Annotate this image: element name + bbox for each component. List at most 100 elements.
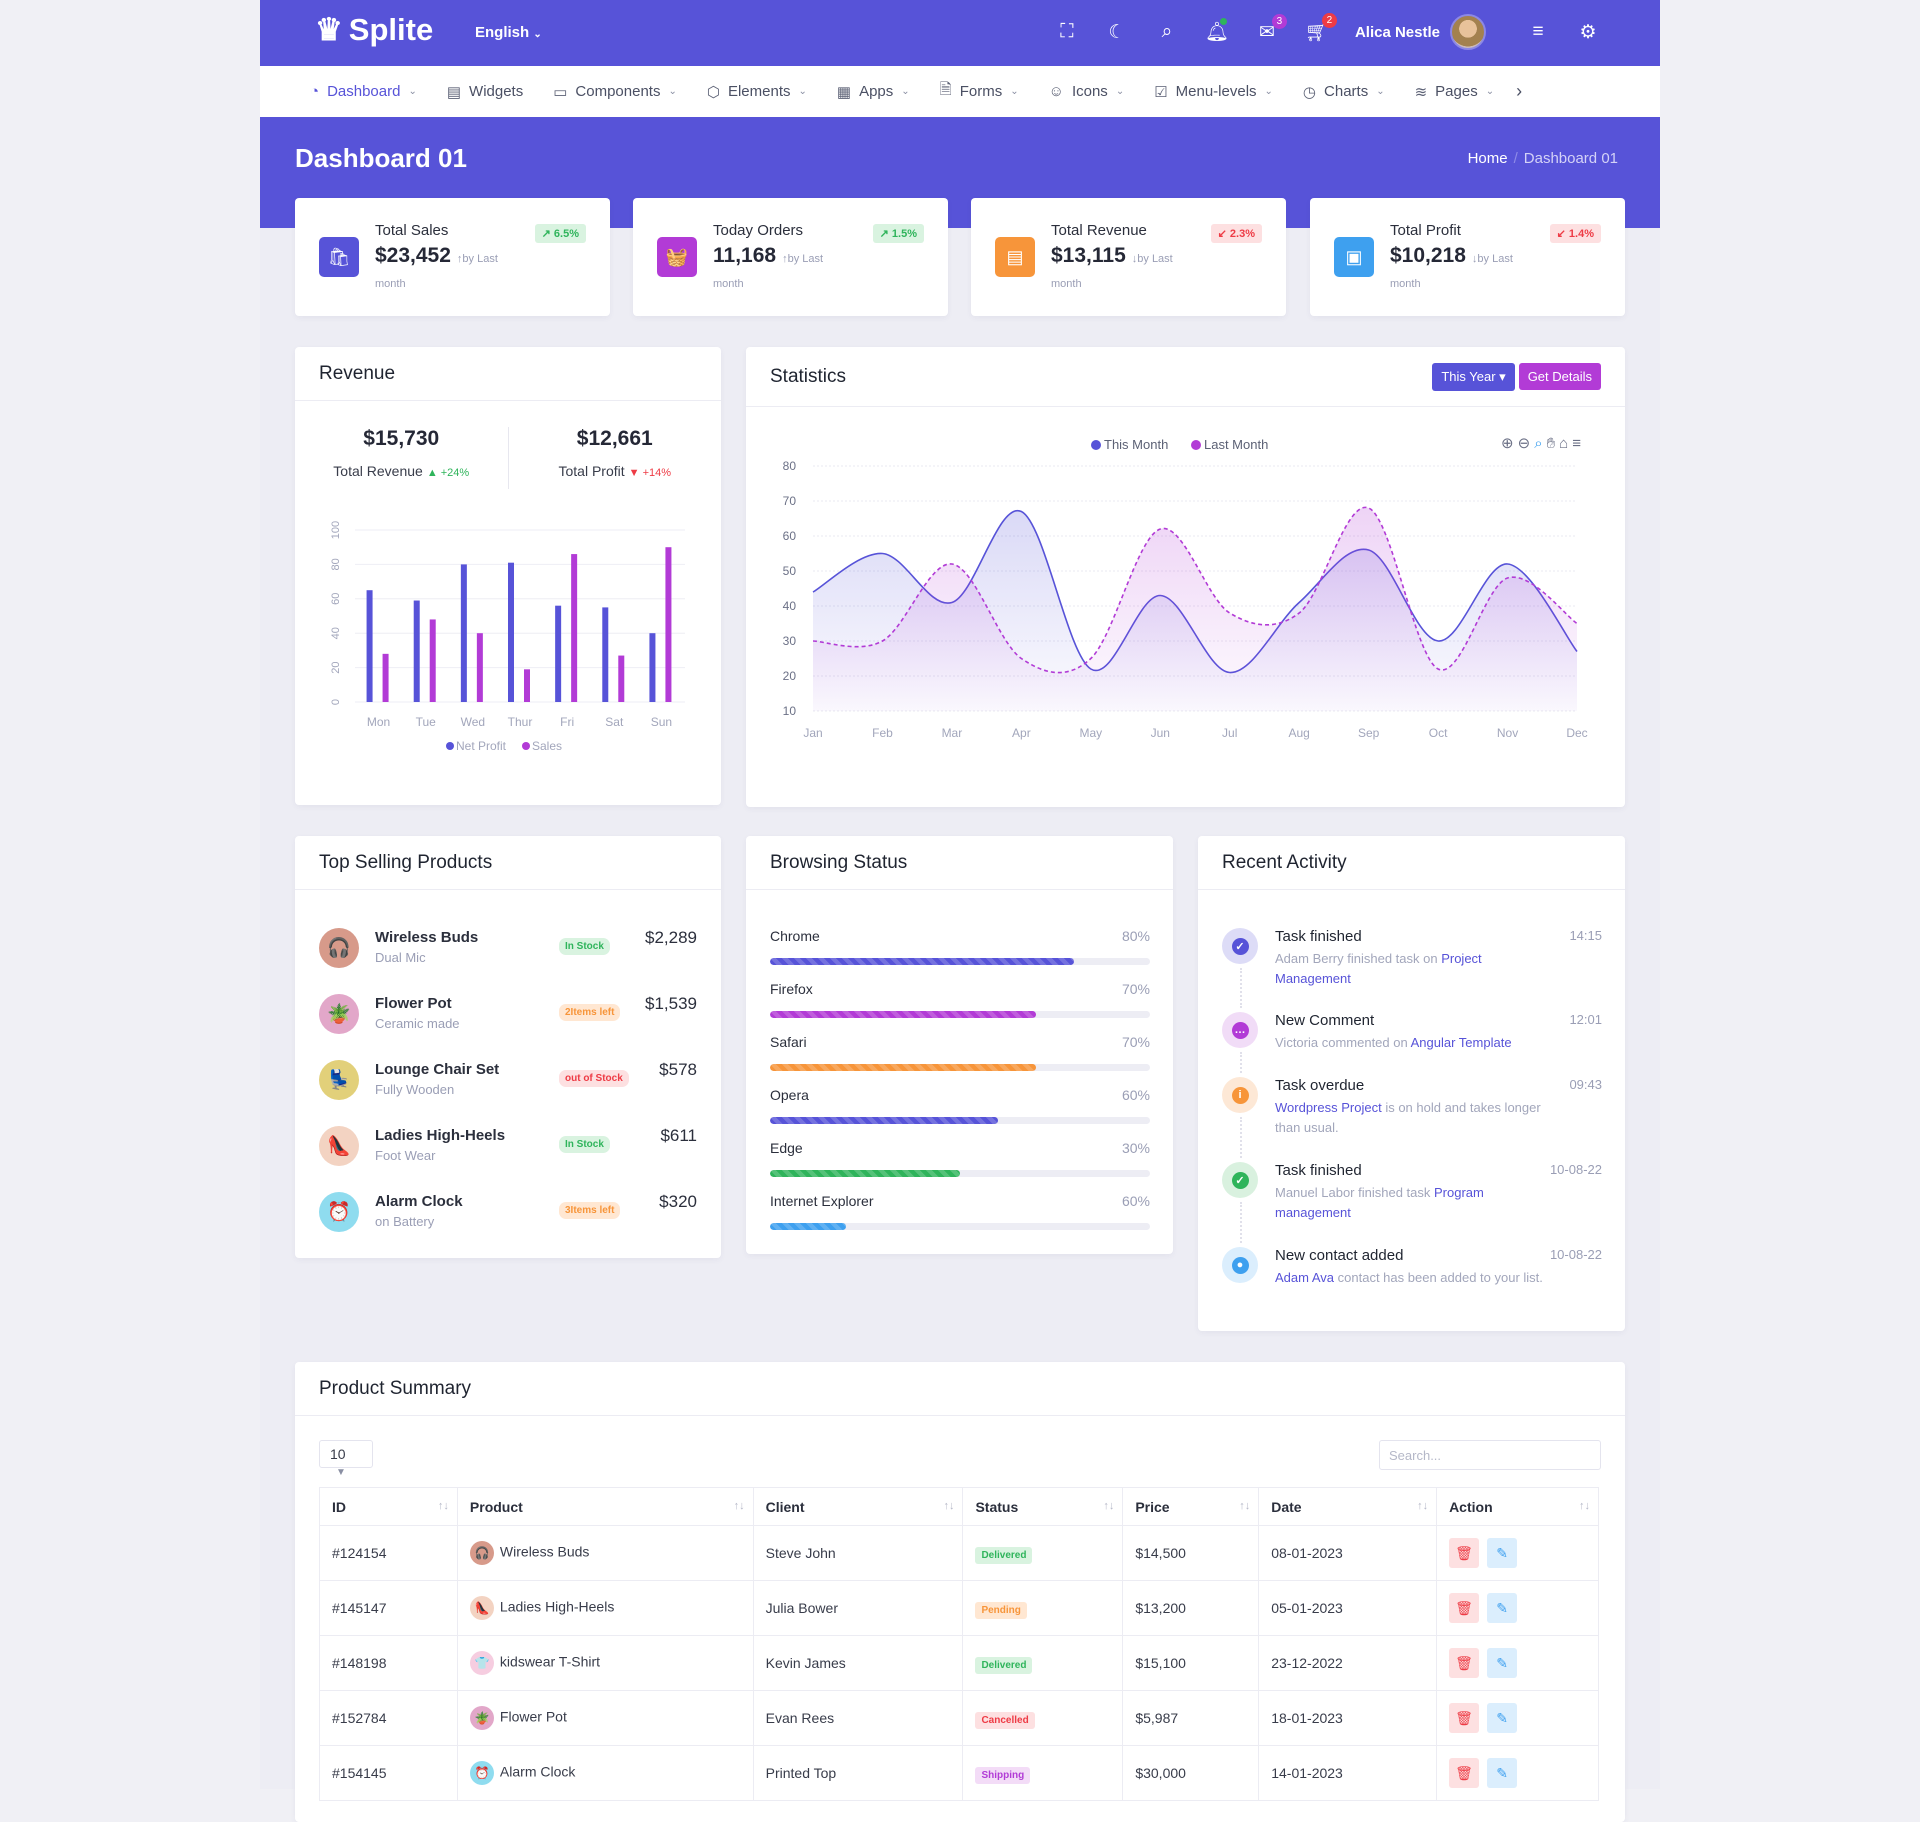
stat-change-badge: ↙ 2.3% bbox=[1210, 224, 1262, 243]
magnifier-icon[interactable]: ⌕ bbox=[1534, 435, 1547, 452]
x-tick-label: Aug bbox=[1289, 726, 1310, 740]
menu-icon[interactable]: ≡ bbox=[1572, 435, 1585, 452]
breadcrumb-home[interactable]: Home bbox=[1467, 150, 1508, 167]
column-header-client[interactable]: Client ↑↓ bbox=[752, 1487, 964, 1526]
nav-item-menu-levels[interactable]: ☑ Menu-levels ⌄ bbox=[1154, 83, 1273, 101]
user-name: Alica Nestle bbox=[1354, 23, 1440, 41]
column-header-product[interactable]: Product ↑↓ bbox=[456, 1487, 754, 1526]
bar-net-profit bbox=[602, 607, 609, 702]
online-dot bbox=[1219, 18, 1227, 25]
dark-mode-moon-icon[interactable]: ☾ bbox=[1108, 21, 1126, 43]
activity-link[interactable]: Adam Ava bbox=[1275, 1270, 1335, 1285]
mail-icon[interactable]: ✉ 3 bbox=[1255, 13, 1287, 44]
progress-track bbox=[770, 1064, 1150, 1071]
zoom-out-icon[interactable]: ⊖ bbox=[1517, 435, 1535, 452]
revenue-bar-chart: 0 20 40 60 80 100 Mon Tue Wed Thur Fri Sat Sun Net Pr… bbox=[330, 521, 685, 753]
widgets-icon: ▤ bbox=[446, 83, 462, 101]
trash-icon: 🗑︎ bbox=[1455, 1709, 1473, 1726]
recent-activity-card: Recent Activity ✓ Task finished 14:15 Ad… bbox=[1198, 836, 1625, 1331]
bar-sales bbox=[382, 653, 389, 702]
sort-icon[interactable]: ↑↓ bbox=[943, 1500, 955, 1512]
sort-icon[interactable]: ↑↓ bbox=[733, 1500, 745, 1512]
pan-hand-icon[interactable]: ✋︎ bbox=[1546, 435, 1560, 452]
sort-icon[interactable]: ↑↓ bbox=[1417, 1500, 1429, 1512]
stat-icon: ▣ bbox=[1334, 237, 1374, 277]
sort-icon[interactable]: ↑↓ bbox=[1239, 1500, 1251, 1512]
delete-button[interactable]: 🗑︎ bbox=[1449, 1538, 1480, 1568]
product-list-item[interactable]: 🪴 Flower Pot Ceramic made 2Items left $1… bbox=[319, 994, 697, 1038]
card-title: Browsing Status bbox=[746, 836, 1173, 890]
sort-icon[interactable]: ↑↓ bbox=[1579, 1500, 1590, 1512]
edit-button[interactable]: ✎ bbox=[1487, 1593, 1518, 1623]
edit-button[interactable]: ✎ bbox=[1487, 1758, 1518, 1788]
get-details-button[interactable]: Get Details bbox=[1518, 362, 1601, 390]
browser-stat-row: Opera 60% bbox=[770, 1087, 1150, 1124]
nav-item-icons[interactable]: ☺ Icons ⌄ bbox=[1049, 83, 1125, 100]
search-icon[interactable]: ⌕ bbox=[1161, 21, 1173, 42]
gear-icon[interactable]: ⚙ bbox=[1579, 21, 1597, 43]
edit-icon: ✎ bbox=[1496, 1764, 1508, 1781]
legend-label: Last Month bbox=[1204, 437, 1268, 452]
delete-button[interactable]: 🗑︎ bbox=[1449, 1758, 1480, 1788]
fullscreen-icon[interactable]: ⛶ bbox=[1060, 21, 1074, 42]
column-header-status[interactable]: Status ↑↓ bbox=[962, 1487, 1124, 1526]
delete-button[interactable]: 🗑︎ bbox=[1449, 1593, 1480, 1623]
activity-time: 12:01 bbox=[1569, 1012, 1602, 1027]
sort-icon[interactable]: ↑↓ bbox=[437, 1500, 449, 1512]
delete-button[interactable]: 🗑︎ bbox=[1449, 1703, 1480, 1733]
stat-icon: ▤ bbox=[995, 237, 1035, 277]
nav-item-dashboard[interactable]: ◔ Dashboard ⌄ bbox=[310, 83, 417, 100]
cart-icon[interactable]: 🛒︎ 2 bbox=[1305, 13, 1337, 44]
legend-marker bbox=[1091, 440, 1101, 450]
sort-icon[interactable]: ↑↓ bbox=[1103, 1500, 1115, 1512]
activity-link[interactable]: Angular Template bbox=[1410, 1035, 1512, 1050]
menu-lines-icon[interactable]: ≡ bbox=[1532, 21, 1544, 42]
mail-badge: 3 bbox=[1271, 13, 1287, 29]
nav-item-components[interactable]: ▭ Components ⌄ bbox=[553, 83, 677, 101]
language-selector[interactable]: English ⌄ bbox=[475, 24, 542, 41]
activity-link[interactable]: Program management bbox=[1275, 1185, 1484, 1220]
bar-sales bbox=[429, 619, 436, 702]
this-year-dropdown[interactable]: This Year ▾ bbox=[1432, 362, 1515, 391]
nav-next-arrow-icon[interactable]: › bbox=[1516, 81, 1523, 101]
y-tick-label: 50 bbox=[783, 564, 797, 578]
product-list-item[interactable]: ⏰ Alarm Clock on Battery 3Items left $32… bbox=[319, 1192, 697, 1236]
notification-bell-icon[interactable]: 🔔︎ bbox=[1205, 18, 1229, 44]
brand-logo[interactable]: ♛ Splite bbox=[315, 12, 433, 48]
nav-item-widgets[interactable]: ▤ Widgets bbox=[447, 83, 523, 101]
x-tick-label: Apr bbox=[1012, 726, 1031, 740]
cell-id: #124154 bbox=[319, 1525, 458, 1581]
activity-link[interactable]: Wordpress Project bbox=[1275, 1100, 1382, 1115]
page-size-select[interactable]: 10 ▼ bbox=[319, 1440, 373, 1478]
delete-button[interactable]: 🗑︎ bbox=[1449, 1648, 1480, 1678]
edit-button[interactable]: ✎ bbox=[1487, 1703, 1518, 1733]
table-search-input[interactable] bbox=[1379, 1440, 1601, 1470]
nav-item-elements[interactable]: ⬡ Elements ⌄ bbox=[707, 83, 807, 101]
activity-link[interactable]: Project Management bbox=[1275, 951, 1482, 986]
grid-icon: ▦ bbox=[836, 83, 852, 101]
nav-item-apps[interactable]: ▦ Apps ⌄ bbox=[837, 83, 910, 101]
page-title: Dashboard 01 bbox=[295, 143, 467, 173]
edit-button[interactable]: ✎ bbox=[1487, 1538, 1518, 1568]
column-header-action[interactable]: Action ↑↓ bbox=[1436, 1487, 1599, 1526]
column-header-price[interactable]: Price ↑↓ bbox=[1122, 1487, 1260, 1526]
column-header-date[interactable]: Date ↑↓ bbox=[1258, 1487, 1438, 1526]
file-icon: 🗎 bbox=[939, 81, 952, 98]
nav-item-pages[interactable]: ≋ Pages ⌄ bbox=[1415, 83, 1495, 101]
product-list-item[interactable]: 🎧 Wireless Buds Dual Mic In Stock $2,289 bbox=[319, 928, 697, 972]
product-name: Ladies High-Heels bbox=[499, 1598, 615, 1615]
product-list-item[interactable]: 👠 Ladies High-Heels Foot Wear In Stock $… bbox=[319, 1126, 697, 1170]
nav-item-forms[interactable]: 🗎 Forms ⌄ bbox=[940, 79, 1019, 104]
stat-compare: ↑by Last bbox=[782, 253, 824, 265]
user-menu[interactable]: Alica Nestle bbox=[1355, 14, 1486, 50]
column-header-id[interactable]: ID ↑↓ bbox=[319, 1487, 458, 1526]
zoom-in-icon[interactable]: ⊕ bbox=[1501, 435, 1518, 452]
nav-item-charts[interactable]: ◷ Charts ⌄ bbox=[1303, 83, 1385, 101]
nav-label: Widgets bbox=[469, 83, 524, 100]
edit-button[interactable]: ✎ bbox=[1487, 1648, 1518, 1678]
cell-id: #152784 bbox=[319, 1690, 458, 1746]
x-tick-label: Thur bbox=[508, 715, 533, 729]
home-reset-icon[interactable]: ⌂ bbox=[1559, 435, 1573, 452]
checklist-icon: ☑ bbox=[1154, 83, 1168, 101]
product-list-item[interactable]: 💺 Lounge Chair Set Fully Wooden out of S… bbox=[319, 1060, 697, 1104]
